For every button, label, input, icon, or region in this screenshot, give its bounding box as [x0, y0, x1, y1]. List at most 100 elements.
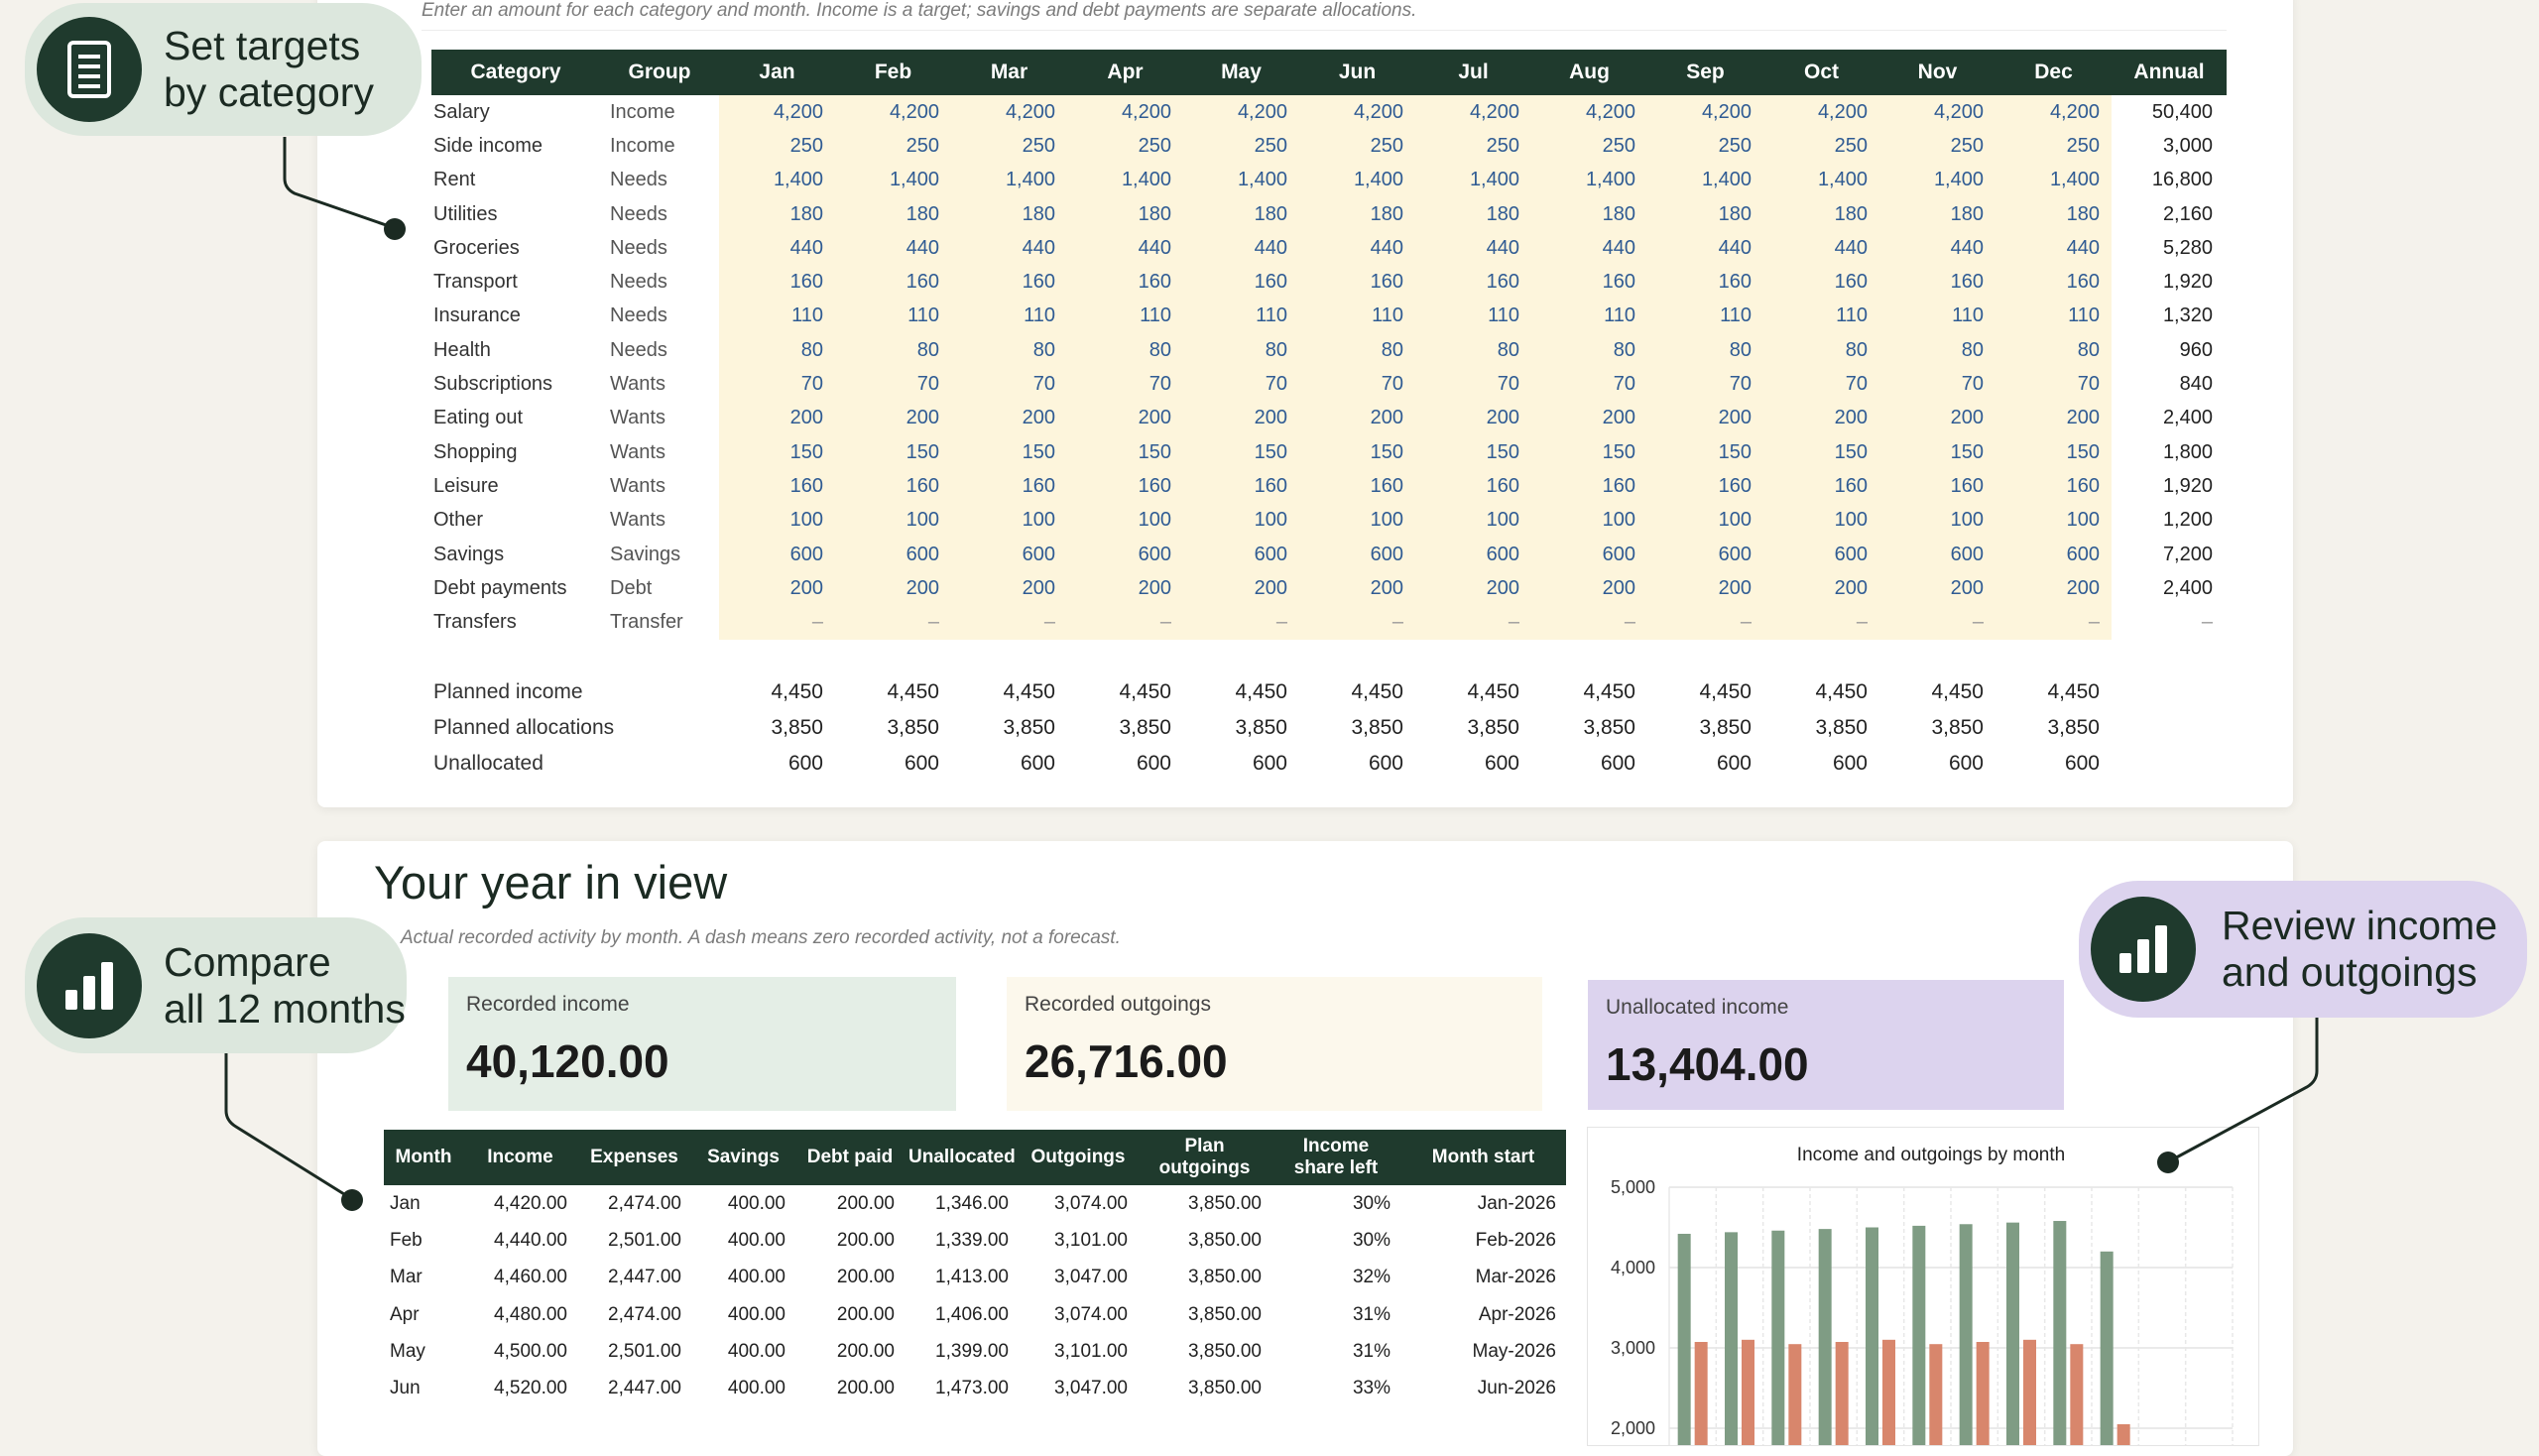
budget-cell[interactable]: 1,400	[1879, 163, 1995, 197]
budget-cell[interactable]: 600	[951, 537, 1067, 572]
budget-cell[interactable]: 150	[835, 434, 951, 470]
budget-cell[interactable]: 250	[835, 129, 951, 164]
budget-cell[interactable]: 200	[1415, 401, 1531, 435]
budget-cell[interactable]: 1,400	[1995, 163, 2112, 197]
budget-cell[interactable]: 600	[1067, 537, 1183, 572]
budget-cell[interactable]: 160	[1299, 469, 1415, 504]
budget-cell[interactable]: 250	[1531, 129, 1647, 164]
budget-cell[interactable]: 180	[1531, 196, 1647, 232]
budget-cell[interactable]: 250	[719, 129, 835, 164]
budget-cell[interactable]: 200	[1183, 401, 1299, 435]
budget-cell[interactable]: 250	[1995, 129, 2112, 164]
budget-cell[interactable]: 180	[1067, 196, 1183, 232]
budget-cell[interactable]: 150	[1299, 434, 1415, 470]
budget-cell[interactable]: 160	[1415, 469, 1531, 504]
budget-cell[interactable]: 200	[835, 571, 951, 606]
budget-cell[interactable]: 180	[1647, 196, 1763, 232]
budget-cell[interactable]: 180	[1995, 196, 2112, 232]
budget-cell[interactable]: 200	[951, 401, 1067, 435]
budget-cell[interactable]: 180	[1415, 196, 1531, 232]
budget-cell[interactable]: 70	[1763, 367, 1879, 402]
budget-cell[interactable]: 200	[1879, 571, 1995, 606]
budget-cell[interactable]: 80	[951, 333, 1067, 368]
budget-cell[interactable]: 4,200	[1879, 95, 1995, 130]
budget-cell[interactable]: 150	[1763, 434, 1879, 470]
budget-cell[interactable]: 100	[951, 503, 1067, 538]
budget-cell[interactable]: 160	[835, 469, 951, 504]
budget-cell[interactable]: 440	[1763, 231, 1879, 266]
budget-cell[interactable]: 100	[1415, 503, 1531, 538]
budget-cell[interactable]: 600	[1183, 537, 1299, 572]
budget-cell[interactable]: 1,400	[1763, 163, 1879, 197]
budget-cell[interactable]: 4,200	[1995, 95, 2112, 130]
budget-cell[interactable]: 100	[1299, 503, 1415, 538]
budget-cell[interactable]: 80	[1299, 333, 1415, 368]
budget-cell[interactable]: 600	[1995, 537, 2112, 572]
budget-cell[interactable]: 200	[835, 401, 951, 435]
budget-cell[interactable]: 200	[1183, 571, 1299, 606]
budget-cell[interactable]: 180	[1763, 196, 1879, 232]
budget-cell[interactable]: 200	[1995, 401, 2112, 435]
budget-cell[interactable]: 180	[1299, 196, 1415, 232]
budget-cell[interactable]: 180	[719, 196, 835, 232]
budget-cell[interactable]: –	[1647, 605, 1763, 640]
budget-cell[interactable]: 440	[1183, 231, 1299, 266]
budget-cell[interactable]: 160	[1763, 469, 1879, 504]
budget-cell[interactable]: 70	[1183, 367, 1299, 402]
budget-cell[interactable]: 160	[1763, 265, 1879, 300]
budget-cell[interactable]: 160	[1647, 265, 1763, 300]
budget-cell[interactable]: 440	[951, 231, 1067, 266]
budget-cell[interactable]: 250	[1415, 129, 1531, 164]
budget-cell[interactable]: 100	[1183, 503, 1299, 538]
budget-cell[interactable]: 4,200	[1067, 95, 1183, 130]
budget-cell[interactable]: 250	[1299, 129, 1415, 164]
budget-cell[interactable]: 440	[1647, 231, 1763, 266]
budget-cell[interactable]: 100	[1067, 503, 1183, 538]
budget-cell[interactable]: 110	[951, 299, 1067, 334]
budget-cell[interactable]: 80	[1415, 333, 1531, 368]
budget-cell[interactable]: 160	[1183, 469, 1299, 504]
budget-cell[interactable]: 1,400	[1647, 163, 1763, 197]
budget-cell[interactable]: 440	[1531, 231, 1647, 266]
budget-cell[interactable]: 4,200	[951, 95, 1067, 130]
budget-cell[interactable]: –	[1531, 605, 1647, 640]
budget-cell[interactable]: 440	[1299, 231, 1415, 266]
budget-cell[interactable]: 4,200	[835, 95, 951, 130]
budget-cell[interactable]: 250	[1763, 129, 1879, 164]
budget-cell[interactable]: –	[1067, 605, 1183, 640]
budget-cell[interactable]: 200	[1067, 571, 1183, 606]
budget-cell[interactable]: 100	[1763, 503, 1879, 538]
budget-cell[interactable]: 160	[951, 469, 1067, 504]
budget-cell[interactable]: 150	[1067, 434, 1183, 470]
budget-cell[interactable]: 200	[1531, 571, 1647, 606]
budget-cell[interactable]: 250	[1183, 129, 1299, 164]
budget-cell[interactable]: 160	[1299, 265, 1415, 300]
budget-cell[interactable]: 160	[1879, 469, 1995, 504]
budget-cell[interactable]: –	[1415, 605, 1531, 640]
budget-cell[interactable]: 70	[1067, 367, 1183, 402]
budget-cell[interactable]: 200	[1647, 571, 1763, 606]
budget-cell[interactable]: –	[1763, 605, 1879, 640]
budget-cell[interactable]: 160	[1647, 469, 1763, 504]
budget-cell[interactable]: 440	[835, 231, 951, 266]
budget-cell[interactable]: 150	[1183, 434, 1299, 470]
budget-cell[interactable]: 110	[1067, 299, 1183, 334]
budget-cell[interactable]: 100	[1647, 503, 1763, 538]
budget-cell[interactable]: 70	[1415, 367, 1531, 402]
budget-cell[interactable]: –	[1183, 605, 1299, 640]
budget-cell[interactable]: 200	[1763, 401, 1879, 435]
budget-cell[interactable]: 200	[1067, 401, 1183, 435]
budget-cell[interactable]: 150	[1415, 434, 1531, 470]
budget-cell[interactable]: 110	[1299, 299, 1415, 334]
budget-cell[interactable]: 110	[835, 299, 951, 334]
budget-cell[interactable]: 1,400	[835, 163, 951, 197]
budget-cell[interactable]: 160	[1995, 265, 2112, 300]
budget-cell[interactable]: 600	[1647, 537, 1763, 572]
budget-cell[interactable]: 1,400	[1299, 163, 1415, 197]
budget-cell[interactable]: 4,200	[1415, 95, 1531, 130]
budget-cell[interactable]: 160	[1415, 265, 1531, 300]
budget-cell[interactable]: 200	[1995, 571, 2112, 606]
budget-cell[interactable]: 180	[951, 196, 1067, 232]
budget-cell[interactable]: 250	[1647, 129, 1763, 164]
budget-cell[interactable]: 150	[1531, 434, 1647, 470]
